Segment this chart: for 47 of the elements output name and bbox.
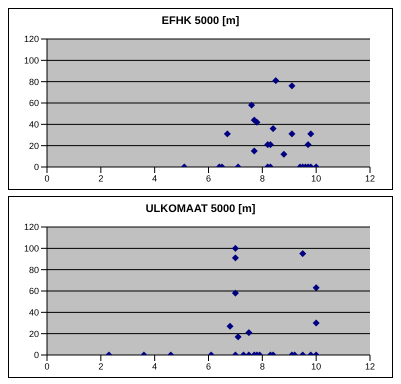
chart-title: ULKOMAAT 5000 [m] — [144, 202, 256, 217]
x-tick-label: 10 — [311, 173, 322, 184]
y-tick-label: 80 — [28, 76, 39, 87]
y-tick-label: 100 — [24, 56, 39, 66]
chart-title: EFHK 5000 [m] — [160, 14, 240, 29]
y-tick-label: 0 — [34, 162, 39, 172]
point — [234, 333, 242, 340]
y-tick-label: 40 — [28, 120, 39, 130]
point — [270, 125, 277, 132]
y-tick-label: 100 — [24, 244, 39, 254]
point — [299, 250, 306, 258]
point — [226, 322, 234, 330]
x-tick-label: 2 — [98, 361, 104, 372]
x-tick-label: 8 — [260, 173, 265, 184]
x-tick-label: 10 — [311, 361, 322, 372]
point — [250, 148, 258, 154]
point — [232, 290, 239, 297]
x-tick-label: 4 — [152, 361, 158, 372]
point — [288, 130, 296, 138]
y-tick-label: 0 — [34, 350, 39, 360]
y-tick-label: 60 — [28, 286, 39, 296]
y-tick-label: 120 — [24, 34, 39, 44]
y-tick-label: 60 — [28, 98, 39, 108]
y-tick-label: 80 — [28, 264, 39, 275]
point — [245, 329, 252, 336]
x-tick-label: 8 — [260, 361, 265, 372]
y-tick-label: 20 — [28, 328, 39, 339]
y-tick-label: 20 — [28, 140, 39, 151]
point — [232, 254, 239, 262]
x-tick-label: 6 — [206, 173, 212, 184]
point — [307, 130, 314, 138]
x-tick-label: 2 — [98, 173, 104, 184]
point — [280, 150, 288, 158]
x-tick-label: 0 — [44, 361, 50, 372]
x-tick-label: 6 — [206, 361, 212, 372]
x-tick-label: 12 — [364, 361, 376, 372]
x-tick-label: 4 — [152, 173, 158, 184]
y-tick-label: 120 — [24, 222, 39, 232]
point — [224, 130, 231, 138]
point — [312, 284, 320, 292]
point — [304, 141, 312, 148]
x-tick-label: 12 — [364, 173, 376, 184]
point — [248, 102, 256, 109]
point — [312, 320, 320, 326]
point — [232, 244, 239, 252]
y-tick-label: 40 — [28, 308, 39, 318]
x-tick-label: 0 — [44, 173, 50, 184]
